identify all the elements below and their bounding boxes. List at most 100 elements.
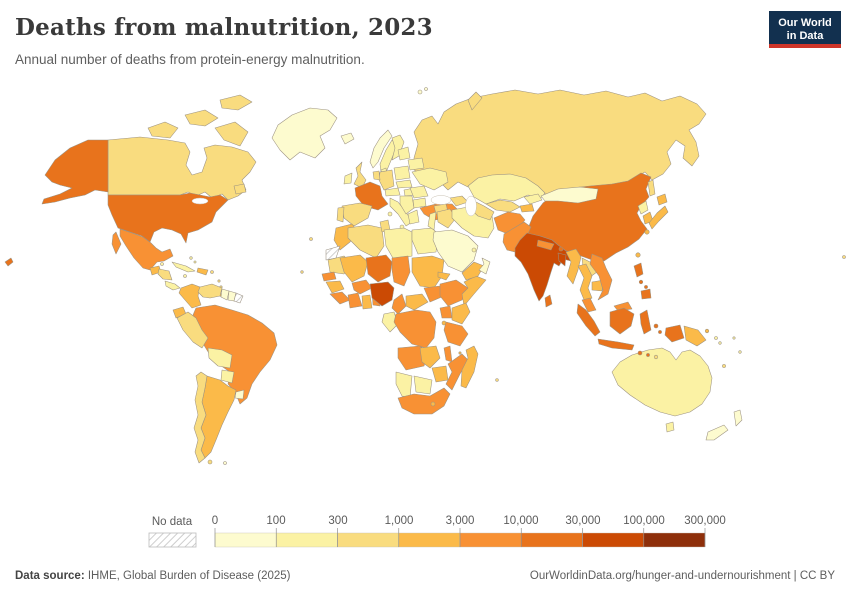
country-czech-slovakia[interactable] — [395, 179, 413, 189]
country-tanzania[interactable] — [443, 321, 469, 347]
country-north-korea[interactable] — [637, 200, 649, 215]
country-paraguay[interactable] — [220, 369, 235, 384]
country-nigeria[interactable] — [369, 281, 395, 307]
country-cape-verde[interactable] — [300, 270, 304, 274]
country-bangladesh[interactable] — [557, 252, 567, 267]
country-svalbard[interactable] — [417, 89, 423, 95]
country-new-caledonia[interactable] — [722, 364, 726, 368]
country-mexico[interactable] — [119, 228, 174, 271]
country-oman[interactable] — [478, 257, 491, 275]
country-new-zealand-south[interactable] — [705, 424, 729, 441]
country-solomon-islands-2[interactable] — [718, 341, 722, 345]
country-greenland[interactable] — [271, 107, 338, 161]
country-japan-hokkaido[interactable] — [656, 193, 668, 206]
country-honduras-nicaragua[interactable] — [157, 268, 173, 281]
country-bolivia[interactable] — [207, 347, 233, 369]
legend-bin-300-1000[interactable] — [337, 532, 399, 548]
legend-bin-30000-100000[interactable] — [582, 532, 644, 548]
country-switzerland-austria[interactable] — [384, 187, 401, 197]
country-baltics[interactable] — [397, 146, 411, 161]
country-new-zealand-north[interactable] — [733, 409, 743, 427]
country-philippines-luzon[interactable] — [633, 262, 644, 278]
country-kenya[interactable] — [451, 302, 471, 325]
country-portugal[interactable] — [336, 206, 345, 223]
country-sardinia[interactable] — [387, 211, 393, 217]
country-canary-islands[interactable] — [309, 237, 313, 241]
country-malaysia[interactable] — [581, 297, 597, 313]
country-burkina-faso[interactable] — [351, 279, 373, 295]
country-indonesia-lesser-sunda[interactable] — [637, 350, 643, 356]
legend-bin-0-100[interactable] — [214, 532, 277, 548]
country-greece[interactable] — [407, 209, 420, 225]
wrap-fragment[interactable] — [842, 255, 846, 259]
country-argentina[interactable] — [200, 375, 237, 459]
country-levant[interactable] — [427, 211, 437, 231]
country-indonesia-sumatra[interactable] — [576, 303, 601, 337]
country-indonesia-java[interactable] — [597, 338, 635, 351]
country-solomon-islands[interactable] — [714, 336, 718, 340]
country-hispaniola[interactable] — [196, 267, 209, 276]
country-france[interactable] — [354, 181, 389, 211]
country-poland[interactable] — [393, 165, 411, 181]
country-indonesia-west-papua[interactable] — [664, 324, 685, 343]
country-norway[interactable] — [369, 129, 393, 169]
country-hawaii[interactable] — [4, 257, 14, 267]
country-iraq[interactable] — [436, 208, 457, 229]
country-somalia[interactable] — [461, 275, 487, 307]
country-venezuela[interactable] — [197, 283, 223, 299]
country-russia[interactable] — [413, 89, 707, 195]
country-philippines-visayas-2[interactable] — [644, 285, 648, 289]
country-zimbabwe[interactable] — [431, 365, 449, 383]
country-jamaica[interactable] — [183, 274, 187, 278]
country-colombia[interactable] — [178, 283, 202, 309]
country-novaya-zemlya[interactable] — [467, 91, 483, 111]
country-indonesia-lesser-sunda-2[interactable] — [646, 353, 650, 357]
legend-bin-100000-300000[interactable] — [643, 532, 706, 548]
country-philippines-visayas[interactable] — [638, 279, 644, 285]
country-bahamas[interactable] — [189, 256, 193, 260]
country-uruguay[interactable] — [234, 389, 245, 400]
country-south-africa[interactable] — [397, 387, 451, 415]
country-chile[interactable] — [193, 371, 208, 464]
country-iceland[interactable] — [340, 132, 355, 145]
country-ivory-coast[interactable] — [347, 292, 363, 309]
country-guyana[interactable] — [220, 288, 230, 301]
country-uzbekistan[interactable] — [485, 199, 521, 213]
country-lesotho[interactable] — [430, 401, 436, 407]
country-mauritius[interactable] — [495, 378, 499, 382]
country-timor-leste[interactable] — [653, 354, 659, 360]
country-ethiopia[interactable] — [439, 279, 469, 307]
country-pacific-islands[interactable] — [732, 336, 736, 340]
country-chad[interactable] — [391, 255, 411, 287]
country-belarus[interactable] — [407, 157, 425, 171]
country-bhutan[interactable] — [558, 246, 564, 252]
country-sudan[interactable] — [411, 255, 445, 289]
country-libya[interactable] — [383, 227, 413, 261]
country-namibia[interactable] — [395, 371, 413, 399]
country-indonesia-sulawesi[interactable] — [639, 309, 652, 335]
country-alaska[interactable] — [41, 139, 109, 205]
country-kyrgyzstan[interactable] — [523, 193, 543, 205]
legend-bin-100-300[interactable] — [276, 532, 338, 548]
mexico-baja[interactable] — [111, 231, 122, 255]
country-ukraine[interactable] — [411, 167, 449, 191]
country-usa[interactable] — [107, 192, 229, 244]
country-peru[interactable] — [176, 311, 209, 349]
canada-arctic-island-victoria[interactable] — [184, 109, 219, 127]
country-ireland[interactable] — [343, 172, 353, 185]
country-cuba[interactable] — [171, 261, 196, 273]
country-eritrea[interactable] — [437, 271, 451, 281]
country-uk[interactable] — [353, 161, 367, 189]
country-tasmania[interactable] — [665, 421, 675, 433]
country-canada[interactable] — [107, 136, 257, 201]
legend-bin-3000-10000[interactable] — [459, 532, 522, 548]
country-gulf-states[interactable] — [471, 247, 477, 253]
country-japan-honshu[interactable] — [648, 205, 669, 230]
country-mali[interactable] — [339, 254, 369, 283]
legend-bin-1000-3000[interactable] — [398, 532, 461, 548]
country-central-african-republic[interactable] — [405, 293, 429, 311]
country-australia[interactable] — [611, 347, 713, 417]
canada-newfoundland[interactable] — [233, 183, 247, 195]
legend-no-data-swatch[interactable] — [148, 532, 197, 548]
country-romania[interactable] — [409, 185, 429, 199]
